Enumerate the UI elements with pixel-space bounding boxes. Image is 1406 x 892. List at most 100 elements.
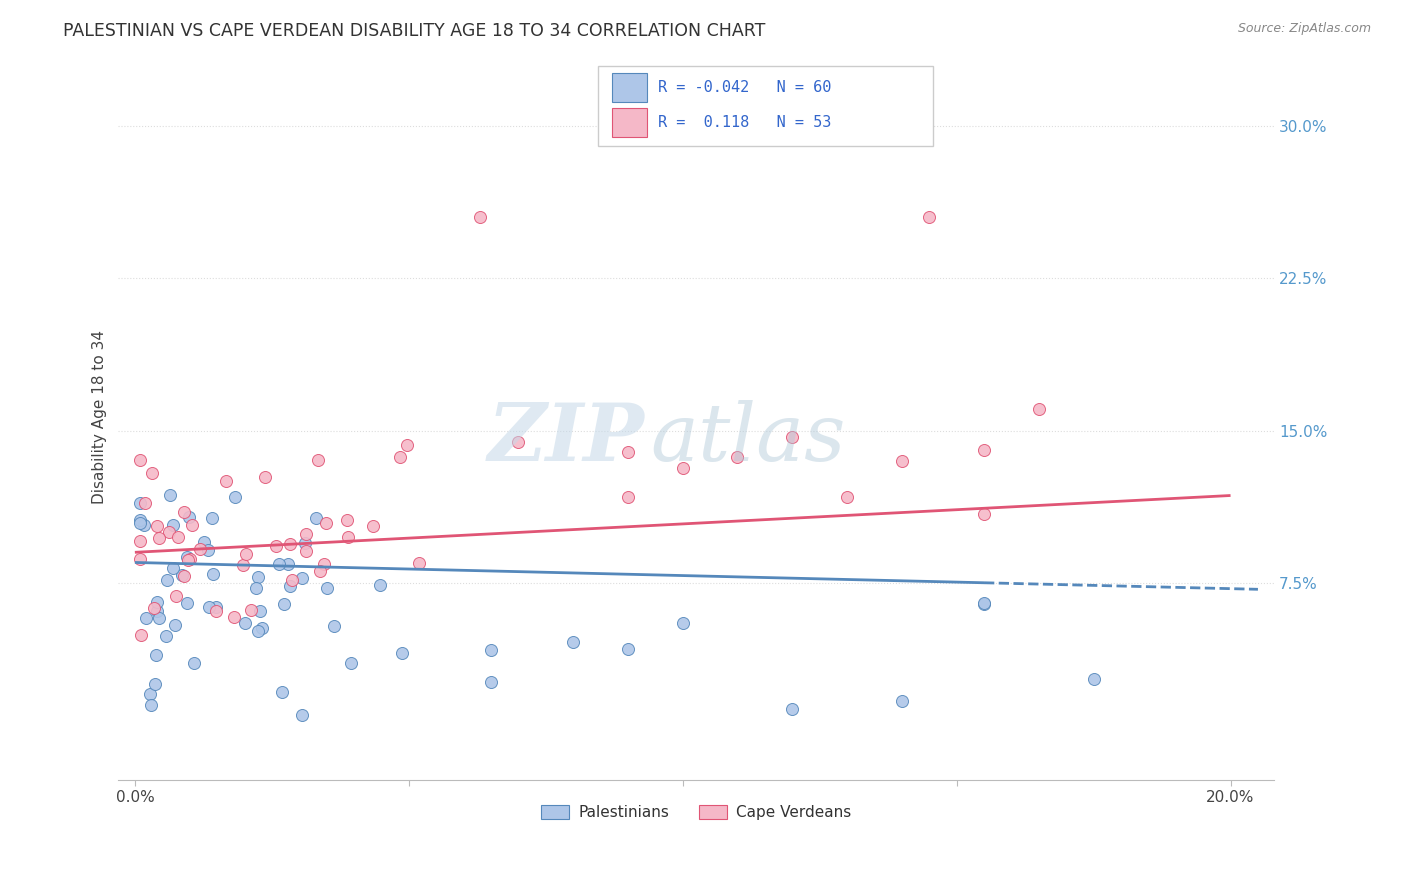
Point [163,617,186,632]
Point [294,527,316,541]
Point [973,596,995,610]
Point [617,490,640,504]
Y-axis label: Disability Age 18 to 34: Disability Age 18 to 34 [93,330,107,504]
Point [727,450,749,465]
Point [780,430,803,444]
Point [222,610,245,624]
Point [264,539,287,553]
Point [201,566,224,581]
Point [291,707,314,722]
Point [129,496,152,510]
Point [176,596,198,610]
Point [395,438,418,452]
Point [205,600,228,615]
Text: R = -0.042   N = 60: R = -0.042 N = 60 [658,80,831,95]
Point [250,621,273,635]
Point [146,519,169,533]
Point [129,534,152,549]
Point [278,579,301,593]
Point [973,597,995,611]
Point [146,604,169,618]
Point [135,611,157,625]
Point [155,629,177,643]
Point [198,600,221,615]
Point [278,537,301,551]
Point [294,536,316,550]
Point [468,211,491,225]
Point [562,634,585,648]
Point [193,534,215,549]
Point [162,517,184,532]
Point [129,552,152,566]
Point [146,595,169,609]
Point [142,601,165,615]
Point [273,597,295,611]
Point [143,677,166,691]
Point [479,674,502,689]
Point [139,687,162,701]
Point [145,648,167,662]
Text: atlas: atlas [650,401,845,478]
Point [291,571,314,585]
Point [617,641,640,656]
Point [780,702,803,716]
Point [307,452,329,467]
Point [176,549,198,564]
Point [179,551,201,566]
Point [314,557,336,571]
Point [170,567,193,582]
Point [835,491,858,505]
Point [508,434,530,449]
Point [479,642,502,657]
Point [166,530,188,544]
Point [270,685,292,699]
Point [1028,401,1050,416]
Point [235,547,257,561]
Point [267,557,290,571]
Point [162,560,184,574]
Point [201,511,224,525]
Bar [612,108,647,137]
Point [249,604,271,618]
Point [129,513,152,527]
Point [156,574,179,588]
Point [408,557,430,571]
Point [173,569,195,583]
Point [129,453,152,467]
Point [389,450,412,464]
Point [339,657,361,671]
Point [368,578,391,592]
FancyBboxPatch shape [598,66,934,145]
Point [309,564,332,578]
Text: ZIP: ZIP [488,401,644,478]
Point [247,624,270,638]
Point [233,616,256,631]
Point [180,517,202,532]
Point [890,694,912,708]
Point [316,581,339,595]
Point [890,453,912,467]
Point [215,474,238,488]
Point [141,466,163,480]
Point [323,619,346,633]
Point [176,553,198,567]
Point [973,443,995,458]
Point [617,445,640,459]
Point [141,698,163,712]
Point [361,518,384,533]
Point [1083,672,1105,686]
Bar [612,73,647,103]
Point [305,510,328,524]
Point [224,491,246,505]
Point [197,542,219,557]
Point [239,603,262,617]
Point [129,516,152,530]
Point [246,569,269,583]
Point [315,516,337,531]
Point [245,582,267,596]
Point [183,656,205,670]
Point [129,628,152,642]
Point [232,558,254,573]
Point [391,647,413,661]
Point [148,611,170,625]
